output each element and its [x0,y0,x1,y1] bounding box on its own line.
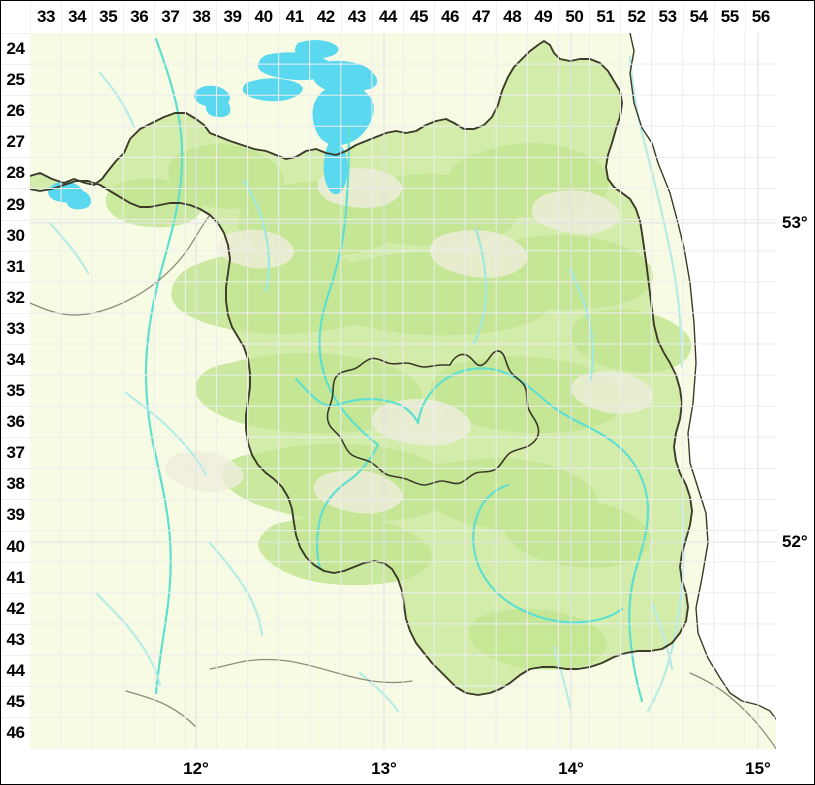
row-label: 29 [1,188,30,219]
latitude-label-53: 53° [782,213,808,232]
column-label: 49 [527,1,558,32]
row-label: 31 [1,250,30,282]
column-label: 45 [402,1,434,32]
row-label: 26 [1,95,30,126]
longitude-label-13: 13° [371,759,397,778]
column-label: 40 [247,1,279,32]
row-label: 36 [1,406,30,437]
row-label: 45 [1,685,30,717]
row-label: 44 [1,654,30,686]
row-label: 43 [1,623,30,655]
row-label: 39 [1,499,30,530]
berlin-enclave-border [326,350,540,486]
longitude-label-15: 15° [745,759,771,778]
column-label: 54 [682,1,714,32]
longitude-label-12: 12° [183,759,209,778]
row-label: 30 [1,219,30,251]
column-label: 41 [278,1,310,32]
row-label: 25 [1,64,30,95]
row-label: 37 [1,437,30,468]
column-label: 51 [589,1,620,32]
column-label: 39 [216,1,247,32]
latitude-label-52: 52° [782,532,808,551]
column-label: 55 [713,1,745,32]
row-label: 42 [1,592,30,624]
row-label: 35 [1,375,30,406]
row-label: 40 [1,530,30,562]
column-label: 35 [92,1,123,32]
row-label: 41 [1,561,30,593]
column-label: 50 [558,1,589,32]
column-label: 44 [371,1,403,32]
map-canvas[interactable] [30,33,776,749]
column-label: 33 [30,1,61,32]
column-label: 46 [434,1,465,32]
national-border-east [629,33,776,720]
row-label: 24 [1,33,30,64]
column-label: 48 [496,1,527,32]
column-label: 52 [620,1,651,32]
row-label: 32 [1,281,30,313]
column-label: 42 [309,1,341,32]
column-label: 56 [744,1,776,32]
column-label: 37 [154,1,185,32]
column-label: 34 [61,1,92,32]
column-label: 43 [340,1,372,32]
map-svg [30,33,776,749]
longitude-label-14: 14° [558,759,584,778]
column-index-strip: 33 34 35 36 37 38 39 40 41 42 43 44 45 4… [30,1,776,32]
row-label: 34 [1,343,30,375]
column-label: 38 [185,1,216,32]
river-group [48,37,685,713]
row-label: 33 [1,312,30,344]
graticule-lines [30,33,776,749]
column-label: 36 [123,1,154,32]
column-label: 47 [465,1,496,32]
secondary-border-group [30,214,776,749]
row-label: 46 [1,717,30,748]
column-label: 53 [651,1,683,32]
row-label: 27 [1,126,30,157]
row-index-strip: 24 25 26 27 28 29 30 31 32 33 34 35 36 3… [1,33,30,748]
row-label: 28 [1,157,30,188]
grid-lines [30,33,776,749]
row-label: 38 [1,468,30,499]
